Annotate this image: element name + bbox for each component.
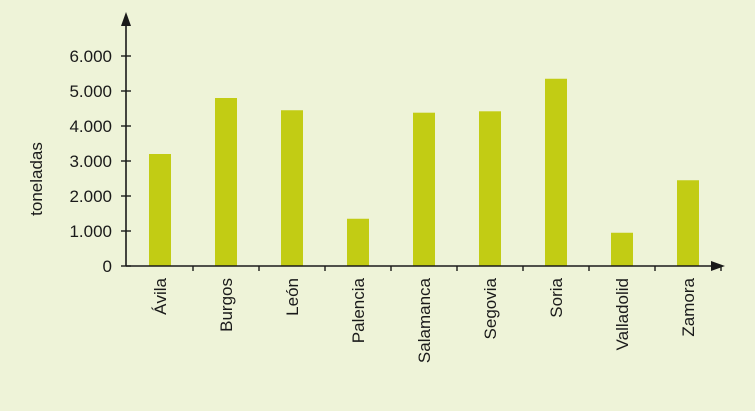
bar	[479, 111, 501, 266]
y-ticks-layer: 0 1.000 2.000 3.000 4.000 5.000 6.000	[69, 47, 131, 276]
x-tick-label: Salamanca	[415, 277, 434, 363]
bar	[611, 232, 633, 266]
bars-layer	[149, 78, 699, 266]
y-tick-label: 6.000	[69, 47, 112, 66]
y-tick-label: 0	[103, 257, 112, 276]
x-tick-label: Ávila	[151, 277, 170, 314]
x-tick-label: Soria	[547, 277, 566, 317]
bar	[677, 180, 699, 266]
y-tick-label: 5.000	[69, 82, 112, 101]
bar	[281, 110, 303, 266]
x-tick-label: Burgos	[217, 278, 236, 332]
bar	[545, 78, 567, 266]
y-axis-title: toneladas	[27, 142, 46, 216]
bar	[413, 112, 435, 266]
y-tick-label: 4.000	[69, 117, 112, 136]
y-tick-label: 3.000	[69, 152, 112, 171]
x-tick-label: Segovia	[481, 277, 500, 339]
x-tick-label: Palencia	[349, 277, 368, 343]
y-tick-label: 2.000	[69, 187, 112, 206]
x-tick-label: Zamora	[679, 277, 698, 336]
bar	[347, 218, 369, 266]
x-tick-label: León	[283, 278, 302, 316]
y-tick-label: 1.000	[69, 222, 112, 241]
bar	[215, 98, 237, 266]
x-tick-label: Valladolid	[613, 278, 632, 350]
x-axis-arrow-icon	[711, 261, 725, 271]
y-axis-arrow-icon	[121, 12, 131, 26]
bar	[149, 154, 171, 266]
axes-layer	[121, 12, 725, 271]
x-ticks-layer: Ávila Burgos León Palencia Salamanca Segovia S…	[151, 266, 722, 363]
